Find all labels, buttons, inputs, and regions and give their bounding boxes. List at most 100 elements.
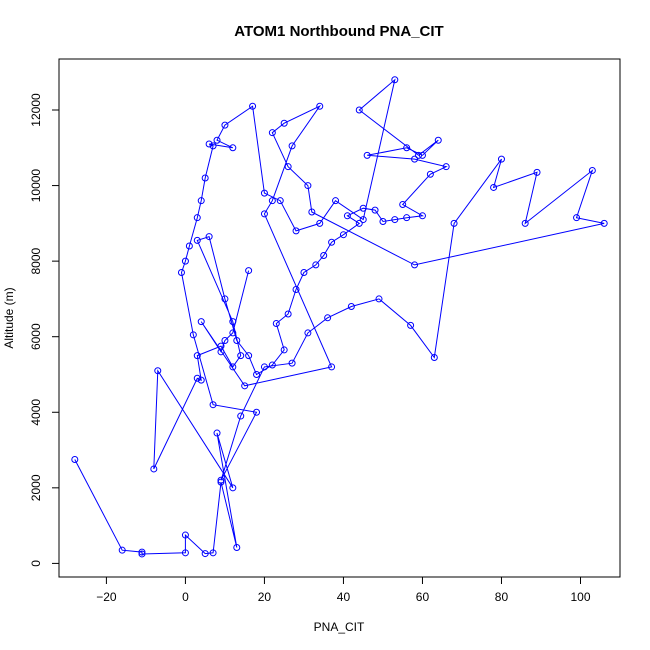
data-point [233, 544, 241, 552]
data-point [249, 102, 257, 110]
y-tick-label: 4000 [29, 399, 43, 426]
data-point [209, 401, 217, 409]
data-point [217, 476, 225, 484]
data-point [229, 363, 237, 371]
data-point [521, 219, 529, 227]
x-tick-label: −20 [96, 590, 117, 604]
data-point [573, 214, 581, 222]
data-point [407, 321, 415, 329]
data-point [197, 197, 205, 205]
data-point [268, 129, 276, 137]
data-point [233, 336, 241, 344]
data-point [221, 295, 229, 303]
data-point [209, 142, 217, 150]
data-point [197, 318, 205, 326]
data-point [253, 370, 261, 378]
x-tick-label: 60 [416, 590, 430, 604]
data-point [221, 336, 229, 344]
data-point [288, 359, 296, 367]
x-tick-label: 0 [182, 590, 189, 604]
data-point [181, 549, 189, 557]
x-tick-label: 80 [495, 590, 509, 604]
data-point [450, 219, 458, 227]
data-point [154, 367, 162, 375]
data-point [399, 200, 407, 208]
data-point [359, 204, 367, 212]
data-point [332, 197, 340, 205]
data-point [181, 531, 189, 539]
data-point [201, 550, 209, 558]
data-point [288, 142, 296, 150]
data-point [193, 352, 201, 360]
data-point [280, 119, 288, 127]
data-point [355, 219, 363, 227]
data-point [118, 546, 126, 554]
data-point [292, 227, 300, 235]
data-point [197, 376, 205, 384]
data-point [181, 257, 189, 265]
data-point [328, 238, 336, 246]
data-point [201, 174, 209, 182]
data-point [138, 550, 146, 558]
data-point [347, 302, 355, 310]
data-point [312, 261, 320, 269]
data-point [229, 318, 237, 326]
data-point [363, 151, 371, 159]
data-point [237, 412, 245, 420]
x-tick-label: 100 [570, 590, 590, 604]
data-point [245, 352, 253, 360]
data-point [213, 429, 221, 437]
data-point [185, 242, 193, 250]
data-point [229, 329, 237, 337]
data-point [177, 268, 185, 276]
data-point [205, 140, 213, 148]
data-point [193, 214, 201, 222]
y-tick-label: 2000 [29, 474, 43, 501]
data-point [304, 182, 312, 190]
data-point [268, 197, 276, 205]
data-point [379, 217, 387, 225]
data-point [434, 136, 442, 144]
data-point [71, 455, 79, 463]
data-point [403, 214, 411, 222]
data-point [237, 352, 245, 360]
data-point [284, 310, 292, 318]
data-point [324, 314, 332, 322]
data-point [588, 166, 596, 174]
data-point [284, 163, 292, 171]
y-tick-label: 0 [29, 560, 43, 567]
data-point [415, 151, 423, 159]
data-point [260, 363, 268, 371]
data-point [229, 484, 237, 492]
data-point [253, 408, 261, 416]
data-point [533, 168, 541, 176]
data-point [217, 478, 225, 486]
y-axis-label: Altitude (m) [2, 287, 16, 348]
data-point [316, 219, 324, 227]
data-point [497, 155, 505, 163]
data-point [375, 295, 383, 303]
data-point [193, 236, 201, 244]
data-point [328, 363, 336, 371]
data-point [241, 382, 249, 390]
data-point [391, 216, 399, 224]
data-point [403, 144, 411, 152]
data-point [272, 319, 280, 327]
y-tick-label: 12000 [29, 93, 43, 127]
data-point [304, 329, 312, 337]
data-point [189, 331, 197, 339]
data-point [229, 144, 237, 152]
data-point [490, 183, 498, 191]
data-point [418, 151, 426, 159]
data-point [150, 465, 158, 473]
data-point [292, 285, 300, 293]
x-axis: −20 0 20 40 60 80 100 [96, 576, 591, 604]
data-point [217, 348, 225, 356]
y-tick-label: 8000 [29, 247, 43, 274]
data-point [268, 361, 276, 369]
y-tick-label: 6000 [29, 323, 43, 350]
data-point [213, 136, 221, 144]
x-axis-label: PNA_CIT [314, 620, 365, 634]
data-point [193, 374, 201, 382]
y-tick-label: 10000 [29, 169, 43, 203]
